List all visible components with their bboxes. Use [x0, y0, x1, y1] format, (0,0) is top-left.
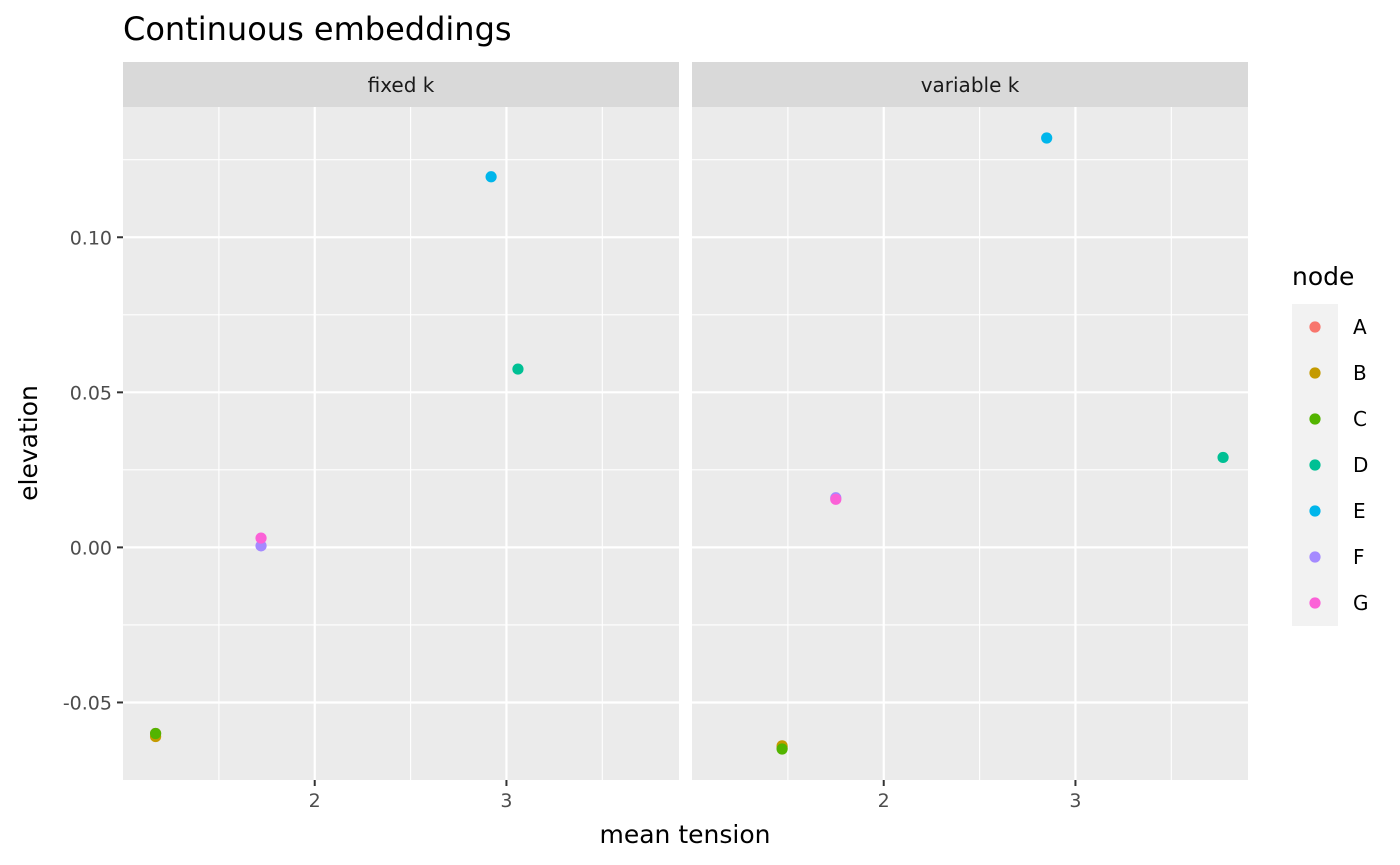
- x-tick-label: 2: [878, 790, 890, 812]
- facet-panels: fixed k 2 3 variable k 2 3: [123, 62, 1248, 812]
- chart-title: Continuous embeddings: [123, 10, 512, 48]
- legend-label-f: F: [1353, 545, 1365, 569]
- x-axis-title: mean tension: [600, 820, 771, 849]
- facet-label-1: variable k: [921, 73, 1020, 97]
- x-tick-label: 2: [309, 790, 321, 812]
- legend-label-d: D: [1353, 453, 1368, 477]
- facet-strip-0: [123, 62, 679, 107]
- facet-panel-0: fixed k 2 3: [123, 62, 679, 812]
- y-tick-label: -0.05: [63, 692, 112, 714]
- facet-strip-1: [692, 62, 1248, 107]
- panel-background-0: [123, 107, 679, 780]
- legend-label-e: E: [1353, 499, 1366, 523]
- y-tick-label: 0.05: [70, 382, 112, 404]
- y-tick-label: 0.10: [70, 227, 112, 249]
- data-point-e: [485, 171, 497, 183]
- legend-label-c: C: [1353, 407, 1367, 431]
- y-axis-title: elevation: [14, 385, 43, 501]
- x-tick-label: 3: [500, 790, 512, 812]
- data-point-d: [512, 363, 524, 375]
- legend-key-d: [1309, 459, 1321, 471]
- y-axis: -0.05 0.00 0.05 0.10: [63, 227, 123, 714]
- data-point-g: [830, 493, 842, 505]
- legend-title: node: [1292, 262, 1354, 291]
- legend-label-b: B: [1353, 361, 1367, 385]
- legend-key-e: [1309, 505, 1321, 517]
- x-tick-label: 3: [1069, 790, 1081, 812]
- legend-key-a: [1309, 321, 1321, 333]
- data-point-g: [255, 532, 267, 544]
- panel-background-1: [692, 107, 1248, 780]
- data-point-c: [149, 727, 162, 740]
- data-point-c: [776, 743, 788, 755]
- legend-label-g: G: [1353, 591, 1369, 615]
- data-point-d: [1217, 451, 1229, 464]
- legend-key-g: [1309, 597, 1321, 609]
- facet-panel-1: variable k 2 3: [692, 62, 1248, 812]
- y-tick-label: 0.00: [70, 537, 112, 559]
- facet-label-0: fixed k: [368, 73, 435, 97]
- legend-key-f: [1309, 551, 1321, 563]
- legend-label-a: A: [1353, 315, 1367, 339]
- data-point-f: [255, 540, 267, 552]
- data-point-e: [1041, 132, 1053, 144]
- legend-key-c: [1309, 413, 1321, 425]
- legend-key-b: [1309, 367, 1321, 379]
